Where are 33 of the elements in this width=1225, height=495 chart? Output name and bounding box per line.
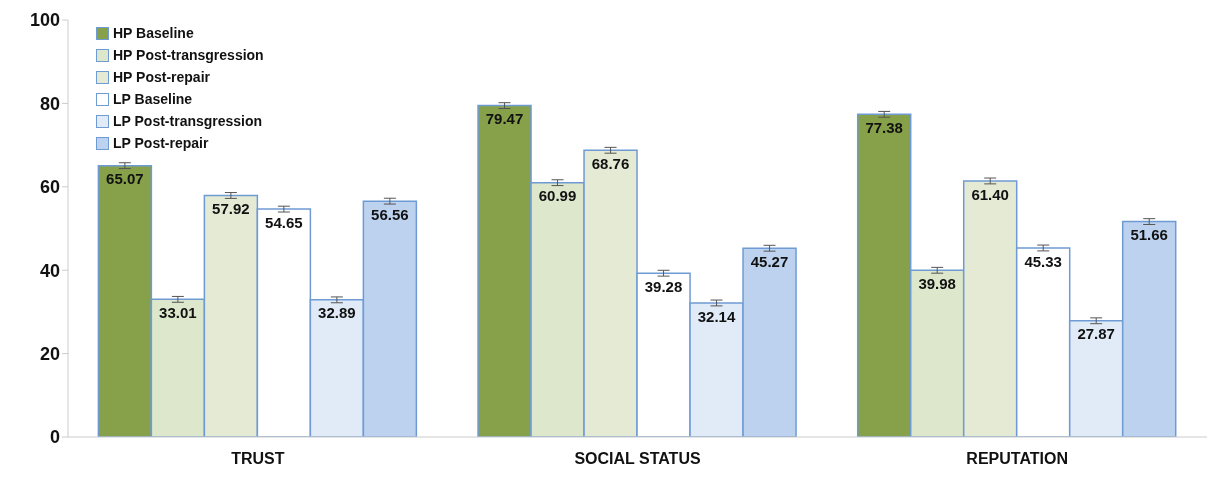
data-label: 77.38 <box>865 118 903 136</box>
data-label: 33.01 <box>159 304 197 321</box>
data-label: 45.27 <box>750 252 789 270</box>
y-tick-label: 0 <box>49 427 60 448</box>
data-label: 51.66 <box>1130 226 1168 244</box>
data-label: 57.92 <box>212 200 250 218</box>
data-label: 45.33 <box>1024 252 1062 270</box>
legend-label: HP Post-transgression <box>113 46 264 65</box>
legend-label: LP Post-repair <box>113 134 209 153</box>
y-tick-label: 40 <box>39 260 60 281</box>
data-label: 60.99 <box>538 187 577 205</box>
data-label: 61.40 <box>971 185 1009 203</box>
legend-label: HP Post-repair <box>113 68 210 87</box>
y-tick-label: 80 <box>39 93 60 114</box>
legend-label: LP Baseline <box>113 90 193 109</box>
data-label: 79.47 <box>485 110 524 128</box>
data-label: 54.65 <box>265 213 303 231</box>
y-tick-label: 60 <box>39 177 60 198</box>
data-label: 65.07 <box>106 170 144 188</box>
data-label: 32.14 <box>697 307 736 325</box>
data-label: 39.28 <box>644 277 683 295</box>
legend-label: HP Baseline <box>113 24 194 43</box>
data-label: 68.76 <box>591 154 630 172</box>
x-tick-label: SOCIAL STATUS <box>574 450 701 468</box>
y-tick-label: 20 <box>39 343 60 364</box>
y-tick-label: 100 <box>29 10 60 31</box>
data-label: 39.98 <box>918 274 956 292</box>
x-tick-label: REPUTATION <box>966 450 1068 468</box>
x-tick-label: TRUST <box>231 450 285 468</box>
legend-label: LP Post-transgression <box>113 112 263 131</box>
data-label: 27.87 <box>1077 325 1115 343</box>
data-label: 56.56 <box>371 205 409 223</box>
data-label: 32.89 <box>318 304 356 322</box>
